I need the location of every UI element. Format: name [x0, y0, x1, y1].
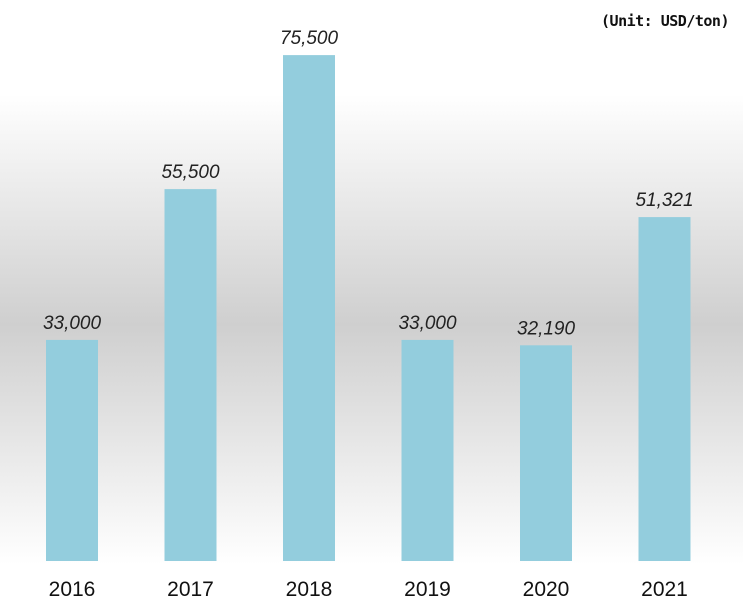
category-label-2016: 2016: [49, 578, 96, 601]
category-label-2018: 2018: [286, 578, 333, 601]
plot-background: [0, 30, 743, 565]
bars-group: [46, 55, 691, 561]
bar-2021: [638, 217, 691, 561]
category-label-2020: 2020: [523, 578, 570, 601]
bar-2020: [520, 345, 572, 561]
category-label-2021: 2021: [641, 578, 688, 601]
category-label-2019: 2019: [404, 578, 451, 601]
bar-2016: [46, 339, 98, 561]
category-label-2017: 2017: [167, 578, 214, 601]
value-labels-group: 33,000 55,500 75,500 33,000 32,190 51,321: [43, 28, 694, 339]
value-label-2020: 32,190: [517, 318, 576, 339]
value-label-2021: 51,321: [635, 190, 693, 211]
unit-label: (Unit: USD/ton): [601, 12, 729, 30]
bar-2017: [164, 189, 217, 561]
value-label-2018: 75,500: [280, 28, 339, 49]
value-label-2016: 33,000: [43, 313, 102, 334]
value-label-2019: 33,000: [398, 313, 457, 334]
bar-2018: [283, 55, 335, 561]
category-labels-group: 2016 2017 2018 2019 2020 2021: [49, 578, 688, 601]
value-label-2017: 55,500: [161, 162, 220, 183]
bar-2019: [401, 339, 454, 561]
